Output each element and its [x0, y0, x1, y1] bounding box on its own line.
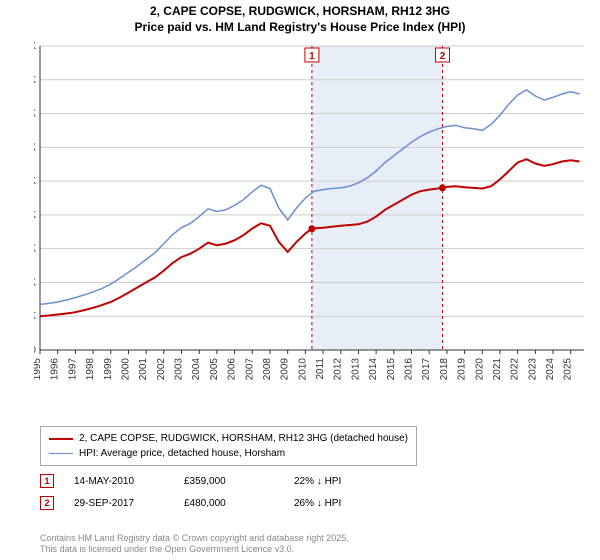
svg-text:2017: 2017	[421, 358, 432, 381]
svg-text:£900K: £900K	[34, 41, 36, 52]
svg-text:1995: 1995	[34, 358, 43, 381]
line-chart: £0 £100K £200K £300K £400K £500K £600K £700K £80…	[34, 40, 590, 390]
svg-text:2007: 2007	[244, 358, 255, 381]
svg-text:2012: 2012	[333, 358, 344, 381]
legend-item: HPI: Average price, detached house, Hors…	[49, 446, 408, 461]
sale-marker: 1	[40, 474, 54, 488]
sale-marker: 2	[40, 496, 54, 510]
sale-price: £480,000	[184, 498, 274, 509]
svg-text:2016: 2016	[404, 358, 415, 381]
chart-area: £0 £100K £200K £300K £400K £500K £600K £700K £80…	[34, 40, 590, 390]
svg-text:£700K: £700K	[34, 109, 36, 120]
legend-label: 2, CAPE COPSE, RUDGWICK, HORSHAM, RH12 3…	[79, 431, 408, 446]
title-line2: Price paid vs. HM Land Registry's House …	[0, 20, 600, 36]
svg-text:2009: 2009	[280, 358, 291, 381]
svg-text:2008: 2008	[262, 358, 273, 381]
svg-text:£800K: £800K	[34, 75, 36, 86]
svg-text:2: 2	[440, 51, 446, 62]
sales-table: 1 14-MAY-2010 £359,000 22% ↓ HPI 2 29-SEP-201…	[40, 470, 384, 514]
svg-text:£200K: £200K	[34, 277, 36, 288]
svg-text:2024: 2024	[545, 358, 556, 381]
sale-hpi: 26% ↓ HPI	[294, 498, 384, 509]
svg-text:£0: £0	[34, 345, 36, 356]
chart-title: 2, CAPE COPSE, RUDGWICK, HORSHAM, RH12 3…	[0, 0, 600, 35]
svg-text:1: 1	[309, 51, 315, 62]
svg-text:2005: 2005	[209, 358, 220, 381]
svg-text:£400K: £400K	[34, 210, 36, 221]
svg-text:2021: 2021	[492, 358, 503, 381]
svg-text:2011: 2011	[315, 358, 326, 380]
sale-hpi: 22% ↓ HPI	[294, 476, 384, 487]
svg-text:£100K: £100K	[34, 311, 36, 322]
svg-text:1996: 1996	[50, 358, 61, 381]
svg-text:2006: 2006	[227, 358, 238, 381]
svg-text:2001: 2001	[138, 358, 149, 381]
svg-text:2000: 2000	[120, 358, 131, 381]
svg-text:2025: 2025	[563, 358, 574, 381]
sale-price: £359,000	[184, 476, 274, 487]
svg-text:1997: 1997	[67, 358, 78, 381]
svg-text:2014: 2014	[368, 358, 379, 381]
legend-item: 2, CAPE COPSE, RUDGWICK, HORSHAM, RH12 3…	[49, 431, 408, 446]
footer-line1: Contains HM Land Registry data © Crown c…	[40, 533, 349, 545]
svg-text:£600K: £600K	[34, 142, 36, 153]
svg-text:£500K: £500K	[34, 176, 36, 187]
svg-text:2010: 2010	[297, 358, 308, 381]
svg-text:1998: 1998	[85, 358, 96, 381]
svg-text:1999: 1999	[103, 358, 114, 381]
svg-text:2022: 2022	[510, 358, 521, 381]
svg-text:2019: 2019	[457, 358, 468, 381]
legend-swatch	[49, 453, 73, 455]
legend-swatch	[49, 438, 73, 440]
svg-text:2004: 2004	[191, 358, 202, 381]
sale-date: 14-MAY-2010	[74, 476, 164, 487]
svg-text:2023: 2023	[527, 358, 538, 381]
sale-row: 2 29-SEP-2017 £480,000 26% ↓ HPI	[40, 492, 384, 514]
sale-date: 29-SEP-2017	[74, 498, 164, 509]
footer: Contains HM Land Registry data © Crown c…	[40, 533, 349, 556]
svg-text:2015: 2015	[386, 358, 397, 381]
svg-text:2002: 2002	[156, 358, 167, 381]
svg-text:2020: 2020	[474, 358, 485, 381]
svg-text:2018: 2018	[439, 358, 450, 381]
svg-text:2003: 2003	[174, 358, 185, 381]
svg-text:2013: 2013	[350, 358, 361, 381]
legend: 2, CAPE COPSE, RUDGWICK, HORSHAM, RH12 3…	[40, 426, 417, 466]
legend-label: HPI: Average price, detached house, Hors…	[79, 446, 285, 461]
sale-row: 1 14-MAY-2010 £359,000 22% ↓ HPI	[40, 470, 384, 492]
svg-text:£300K: £300K	[34, 244, 36, 255]
footer-line2: This data is licensed under the Open Gov…	[40, 544, 349, 556]
title-line1: 2, CAPE COPSE, RUDGWICK, HORSHAM, RH12 3…	[0, 4, 600, 20]
